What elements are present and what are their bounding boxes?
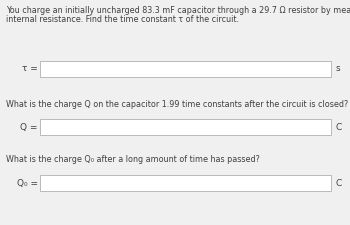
FancyBboxPatch shape	[40, 61, 331, 77]
Text: You charge an initially uncharged 83.3 mF capacitor through a 29.7 Ω resistor by: You charge an initially uncharged 83.3 m…	[6, 6, 350, 15]
FancyBboxPatch shape	[40, 119, 331, 135]
Text: τ =: τ =	[22, 64, 38, 73]
FancyBboxPatch shape	[40, 175, 331, 191]
Text: C: C	[335, 179, 342, 188]
Text: s: s	[335, 64, 340, 73]
Text: What is the charge Q on the capacitor 1.99 time constants after the circuit is c: What is the charge Q on the capacitor 1.…	[6, 100, 349, 109]
Text: C: C	[335, 123, 342, 132]
Text: internal resistance. Find the time constant τ of the circuit.: internal resistance. Find the time const…	[6, 15, 239, 24]
Text: Q =: Q =	[20, 123, 38, 132]
Text: Q₀ =: Q₀ =	[17, 179, 38, 188]
Text: What is the charge Q₀ after a long amount of time has passed?: What is the charge Q₀ after a long amoun…	[6, 155, 260, 164]
